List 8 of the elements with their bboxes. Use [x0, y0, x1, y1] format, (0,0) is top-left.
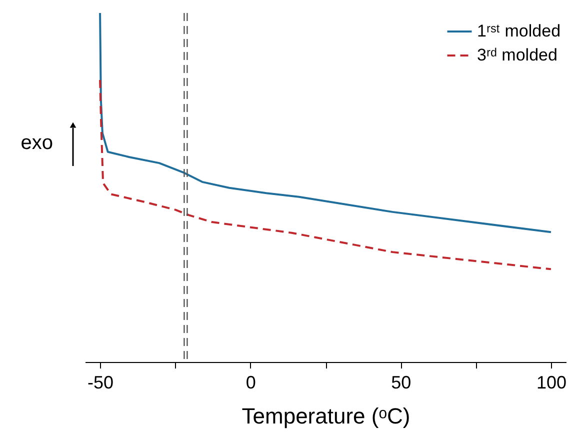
- x-tick-label: -50: [88, 372, 114, 392]
- x-tick-label: 0: [246, 372, 256, 392]
- x-tick-label: 100: [536, 372, 566, 392]
- x-axis-title: Temperature (ᵒC): [242, 404, 410, 428]
- x-tick-label: 50: [391, 372, 412, 392]
- text: exo: [20, 132, 53, 154]
- legend-label: 3ʳᵈ molded: [477, 46, 558, 64]
- legend-label: 1ʳˢᵗ molded: [477, 22, 561, 40]
